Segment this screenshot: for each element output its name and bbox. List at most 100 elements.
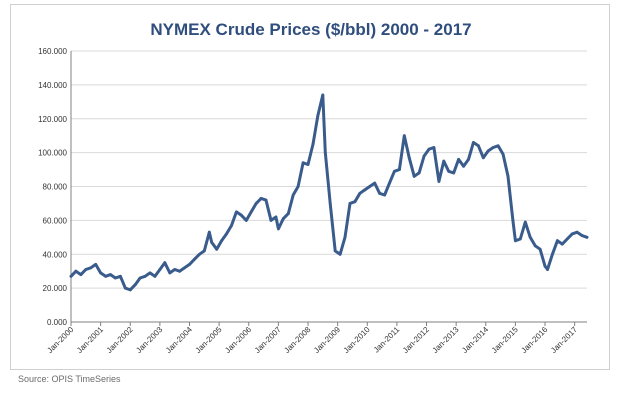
price-data-point [570, 232, 574, 236]
price-data-point [281, 217, 285, 221]
price-data-point [477, 144, 480, 148]
price-data-point [173, 268, 177, 271]
price-data-point [264, 198, 268, 202]
price-data-point [551, 252, 554, 256]
y-tick-label: 40.000 [43, 250, 68, 259]
price-data-point [301, 161, 305, 165]
price-data-point [138, 276, 142, 280]
x-tick-label: Jan-2007 [253, 325, 283, 355]
price-data-point [311, 142, 315, 146]
price-data-point [215, 247, 219, 251]
price-data-point [323, 151, 327, 155]
line-chart: NYMEX Crude Prices ($/bbl) 2000 - 2017 0.… [38, 20, 589, 355]
price-data-point [133, 283, 137, 287]
price-data-point [178, 269, 182, 273]
price-data-point [432, 146, 436, 149]
price-data-point [556, 239, 559, 243]
x-tick-label: Jan-2015 [490, 325, 520, 355]
price-data-point [198, 252, 201, 256]
y-tick-label: 140.000 [38, 81, 67, 90]
price-data-point [225, 232, 228, 236]
y-tick-label: 20.000 [43, 284, 68, 293]
price-data-point [321, 93, 325, 97]
price-data-point [249, 210, 253, 214]
price-data-point [296, 185, 300, 188]
price-data-point [109, 273, 112, 276]
price-data-point [193, 257, 196, 261]
x-tick-label: Jan-2014 [460, 325, 490, 355]
price-data-point [89, 266, 93, 270]
price-data-point [99, 271, 102, 275]
chart-title: NYMEX Crude Prices ($/bbl) 2000 - 2017 [150, 20, 471, 39]
price-data-point [472, 141, 475, 144]
y-tick-label: 0.000 [47, 318, 68, 327]
y-tick-label: 60.000 [43, 216, 68, 225]
x-tick-label: Jan-2000 [45, 325, 75, 355]
price-data-point [94, 263, 98, 266]
price-data-point [383, 193, 386, 197]
price-data-point [378, 191, 381, 195]
price-data-point [163, 261, 167, 265]
price-data-point [343, 235, 347, 239]
price-data-point [123, 286, 127, 290]
price-data-point [514, 239, 517, 243]
price-data-point [518, 237, 522, 241]
price-data-point [457, 158, 460, 161]
price-data-point [373, 181, 377, 185]
price-data-point [506, 174, 510, 178]
price-data-point [259, 197, 263, 200]
price-data-point [546, 268, 549, 271]
price-data-point [168, 271, 172, 275]
x-tick-label: Jan-2016 [519, 325, 549, 355]
price-data-point [412, 174, 416, 178]
price-data-point [74, 269, 78, 273]
y-tick-label: 160.000 [38, 47, 67, 56]
price-data-point [452, 171, 456, 175]
chart-frame: NYMEX Crude Prices ($/bbl) 2000 - 2017 0.… [10, 4, 610, 370]
price-data-point [148, 271, 152, 275]
price-data-point [328, 202, 332, 205]
x-tick-label: Jan-2009 [312, 325, 342, 355]
price-data-point [560, 242, 564, 246]
price-data-point [417, 171, 421, 175]
x-tick-label: Jan-2004 [164, 325, 194, 355]
price-data-point [467, 158, 470, 161]
price-data-point [481, 156, 485, 160]
x-tick-label: Jan-2010 [342, 325, 372, 355]
price-data-point [158, 268, 162, 271]
x-tick-label: Jan-2011 [372, 325, 402, 355]
price-data-point [462, 164, 465, 168]
price-data-point [230, 224, 233, 227]
price-data-point [368, 185, 372, 188]
price-data-point [363, 188, 367, 192]
x-tick-label: Jan-2012 [401, 325, 431, 355]
price-data-point [501, 152, 505, 156]
price-data-point [84, 268, 88, 271]
price-data-point [286, 212, 290, 216]
price-data-point [523, 220, 527, 224]
price-data-point [543, 264, 547, 268]
price-data-point [240, 213, 243, 217]
price-data-point [486, 149, 490, 153]
price-series-line [69, 93, 589, 292]
price-data-point [291, 193, 295, 197]
price-data-point [277, 227, 280, 231]
price-data-point [269, 219, 273, 222]
price-data-point [235, 210, 238, 214]
x-tick-label: Jan-2013 [431, 325, 461, 355]
y-tick-label: 120.000 [38, 115, 67, 124]
x-tick-label: Jan-2002 [105, 325, 135, 355]
price-data-point [188, 263, 191, 266]
price-data-point [427, 147, 431, 151]
price-data-point [358, 191, 362, 195]
x-tick-label: Jan-2003 [134, 325, 164, 355]
price-data-point [388, 181, 391, 185]
price-data-point [407, 156, 411, 160]
price-data-point [528, 235, 532, 239]
price-data-point [333, 249, 337, 253]
price-data-point [114, 276, 117, 280]
price-data-point [104, 274, 107, 278]
price-data-point [538, 247, 542, 251]
price-data-point [393, 169, 396, 173]
x-tick-label: Jan-2005 [194, 325, 224, 355]
